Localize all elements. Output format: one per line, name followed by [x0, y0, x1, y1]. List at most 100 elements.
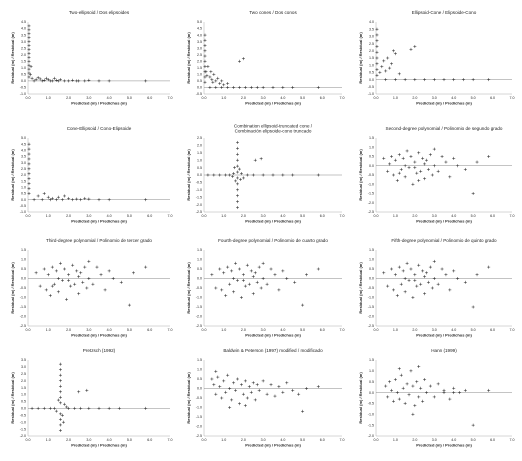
data-point — [211, 80, 215, 84]
y-tick-label: -2.0 — [20, 434, 26, 438]
data-point — [291, 388, 295, 392]
data-point — [243, 379, 247, 383]
data-point — [421, 269, 425, 273]
data-point — [436, 169, 440, 173]
y-tick-label: 1.5 — [369, 248, 374, 252]
x-tick-label: 6.0 — [320, 214, 325, 218]
data-point — [316, 85, 320, 89]
data-point — [71, 198, 75, 202]
x-tick-label: 7.0 — [510, 328, 515, 332]
y-axis-label: Residual (m) / Residual (m) — [358, 149, 363, 201]
data-point — [239, 383, 243, 387]
y-tick-label: -0.5 — [368, 286, 374, 290]
data-point — [107, 198, 111, 202]
x-tick-label: 6.0 — [147, 96, 152, 100]
x-tick-label: 1.0 — [393, 96, 398, 100]
y-tick-label: -1.0 — [196, 188, 202, 192]
data-point — [46, 273, 50, 277]
x-tick-label: 3.0 — [432, 214, 437, 218]
data-point — [243, 85, 247, 89]
data-point — [60, 413, 64, 417]
x-tick-label: 4.0 — [107, 96, 112, 100]
data-point — [228, 387, 232, 390]
y-axis-label: Residual (m) / Residual (m) — [186, 149, 191, 201]
data-point — [228, 406, 232, 409]
data-point — [27, 182, 31, 186]
data-point — [212, 173, 216, 177]
x-tick-label: 3.0 — [86, 96, 91, 100]
data-point — [144, 406, 148, 410]
data-point — [487, 78, 491, 82]
data-point — [391, 288, 395, 292]
data-point — [205, 74, 209, 78]
y-tick-label: -0.5 — [196, 286, 202, 290]
data-point — [432, 164, 436, 168]
data-point — [239, 172, 243, 176]
data-point — [397, 171, 401, 175]
x-axis-label: Predicted (m) / Predichos (m) — [416, 443, 472, 448]
y-tick-label: 2.5 — [21, 46, 26, 50]
x-axis-label: Predicted (m) / Predichos (m) — [245, 101, 301, 106]
data-point — [236, 176, 240, 180]
data-point — [458, 391, 462, 395]
data-point — [393, 78, 397, 82]
y-tick-label: 0.0 — [21, 277, 26, 281]
data-point — [203, 49, 207, 53]
x-tick-label: 6.0 — [320, 328, 325, 332]
data-point — [397, 367, 401, 371]
data-point — [27, 167, 31, 171]
y-tick-label: 3.0 — [21, 161, 26, 165]
x-tick-label: 4.0 — [107, 328, 112, 332]
data-point — [444, 160, 448, 164]
data-point — [452, 78, 456, 82]
y-tick-label: 1.5 — [21, 248, 26, 252]
data-point — [413, 160, 417, 164]
data-point — [442, 391, 446, 395]
data-point — [52, 76, 56, 80]
data-point — [34, 78, 38, 82]
data-point — [58, 390, 62, 394]
data-point — [251, 381, 255, 385]
data-point — [407, 393, 411, 397]
data-point — [382, 59, 386, 63]
data-point — [238, 177, 242, 181]
data-point — [241, 176, 245, 180]
data-point — [228, 173, 232, 177]
data-point — [67, 273, 71, 277]
data-point — [220, 85, 224, 89]
data-point — [36, 194, 40, 198]
data-point — [419, 386, 423, 390]
y-tick-label: 0.0 — [369, 78, 374, 82]
y-tick-label: 5.0 — [197, 20, 202, 24]
data-point — [58, 362, 62, 366]
data-point — [393, 273, 397, 277]
data-point — [241, 278, 245, 282]
y-tick-label: -2.0 — [20, 315, 26, 319]
data-point — [390, 62, 394, 66]
data-point — [237, 402, 241, 406]
chart-title: Pretzsch (1992) — [83, 348, 116, 353]
data-point — [63, 402, 67, 406]
data-point — [234, 388, 238, 392]
x-tick-label: 2.0 — [66, 214, 71, 218]
data-point — [32, 79, 36, 83]
x-tick-label: 6.0 — [147, 328, 152, 332]
y-tick-label: 2.0 — [21, 173, 26, 177]
data-point — [419, 282, 423, 286]
y-tick-label: 0.0 — [197, 277, 202, 281]
data-point — [401, 156, 405, 160]
data-point — [297, 392, 301, 396]
data-point — [390, 388, 394, 392]
data-point — [38, 284, 42, 288]
data-point — [444, 273, 448, 277]
data-point — [87, 78, 91, 82]
x-axis-label: Predicted (m) / Predichos (m) — [245, 443, 301, 448]
x-tick-label: 1.0 — [221, 438, 226, 442]
data-point — [27, 187, 31, 191]
x-axis-label: Predicted (m) / Predichos (m) — [245, 333, 301, 338]
data-point — [237, 59, 241, 63]
data-point — [236, 188, 240, 192]
y-tick-label: 1.5 — [21, 386, 26, 390]
chart-panel-12: Hann (1999) -2.0 -1.5 -1.0 -0.5 0.0 0.5 1.0 1.5 0… — [358, 348, 515, 448]
data-point — [388, 380, 392, 384]
